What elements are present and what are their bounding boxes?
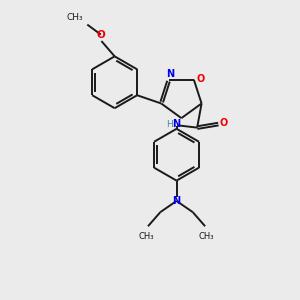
Text: N: N	[172, 119, 181, 129]
Text: O: O	[97, 30, 105, 40]
Text: CH₃: CH₃	[139, 232, 154, 241]
Text: N: N	[172, 196, 181, 206]
Text: CH₃: CH₃	[199, 232, 214, 241]
Text: CH₃: CH₃	[66, 13, 83, 22]
Text: H: H	[167, 120, 173, 129]
Text: O: O	[220, 118, 228, 128]
Text: N: N	[167, 70, 175, 80]
Text: O: O	[196, 74, 205, 84]
